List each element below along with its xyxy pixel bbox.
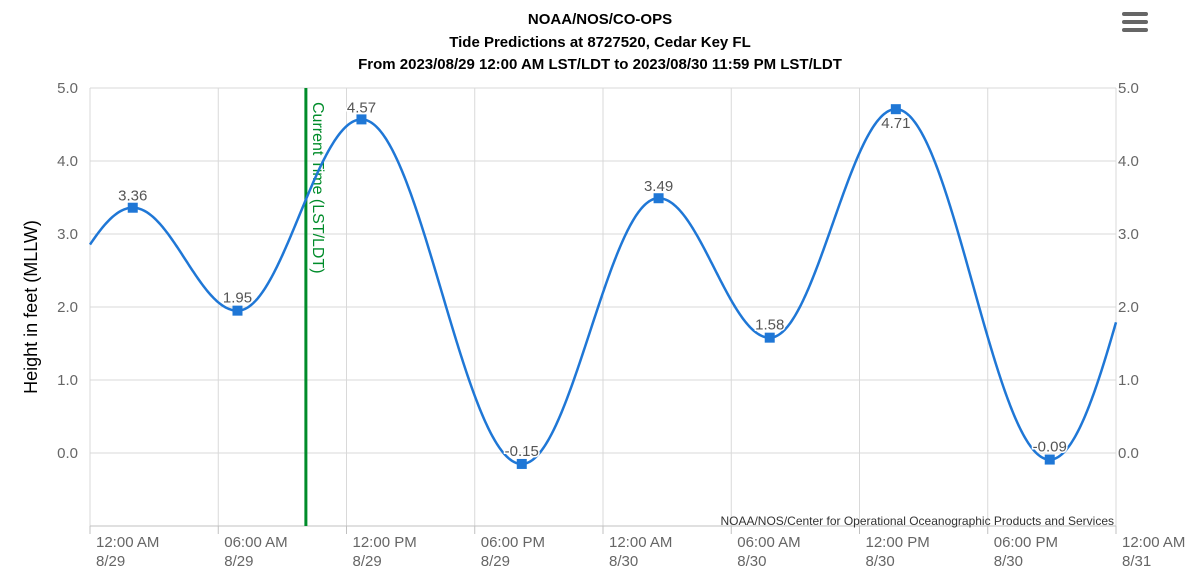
extremum-marker <box>764 332 775 343</box>
y-tick-label-right: 0.0 <box>1118 445 1139 462</box>
extremum-label: 3.49 <box>644 178 673 195</box>
x-tick-time-label: 06:00 PM <box>994 534 1058 551</box>
y-tick-label-right: 1.0 <box>1118 372 1139 389</box>
y-tick-label-right: 5.0 <box>1118 80 1139 97</box>
y-tick-label-left: 1.0 <box>57 372 78 389</box>
x-tick-time-label: 12:00 PM <box>866 534 930 551</box>
extremum-marker <box>1044 454 1055 465</box>
extremum-marker <box>516 458 527 469</box>
extremum-marker <box>232 305 243 316</box>
extremum-label: 3.36 <box>118 188 147 205</box>
x-tick-time-label: 06:00 AM <box>224 534 287 551</box>
credit-text: NOAA/NOS/Center for Operational Oceanogr… <box>720 514 1114 528</box>
extremum-label: 4.71 <box>881 115 910 132</box>
x-tick-time-label: 06:00 PM <box>481 534 545 551</box>
extremum-label: -0.15 <box>505 443 539 460</box>
chart-subtitle: Tide Predictions at 8727520, Cedar Key F… <box>449 34 751 51</box>
extremum-label: 1.95 <box>223 290 252 307</box>
x-tick-date-label: 8/30 <box>737 553 766 570</box>
x-tick-time-label: 12:00 PM <box>353 534 417 551</box>
x-tick-date-label: 8/30 <box>609 553 638 570</box>
y-tick-label-right: 4.0 <box>1118 153 1139 170</box>
x-tick-date-label: 8/29 <box>96 553 125 570</box>
chart-date-range: From 2023/08/29 12:00 AM LST/LDT to 2023… <box>358 56 842 73</box>
x-tick-date-label: 8/30 <box>994 553 1023 570</box>
x-tick-date-label: 8/31 <box>1122 553 1151 570</box>
x-tick-date-label: 8/30 <box>866 553 895 570</box>
extremum-marker <box>890 104 901 115</box>
extremum-marker <box>127 202 138 213</box>
extremum-marker <box>653 193 664 204</box>
y-tick-label-left: 0.0 <box>57 445 78 462</box>
y-tick-label-left: 5.0 <box>57 80 78 97</box>
current-time-label: Current Time (LST/LDT) <box>309 102 326 274</box>
x-tick-date-label: 8/29 <box>224 553 253 570</box>
y-axis-title: Height in feet (MLLW) <box>21 220 41 394</box>
x-tick-date-label: 8/29 <box>481 553 510 570</box>
x-tick-date-label: 8/29 <box>353 553 382 570</box>
y-tick-label-left: 4.0 <box>57 153 78 170</box>
extremum-label: -0.09 <box>1033 439 1067 456</box>
hamburger-menu-icon[interactable] <box>1122 12 1148 34</box>
x-tick-time-label: 12:00 AM <box>1122 534 1185 551</box>
y-tick-label-right: 2.0 <box>1118 299 1139 316</box>
y-tick-label-right: 3.0 <box>1118 226 1139 243</box>
extremum-label: 4.57 <box>347 99 376 116</box>
chart-title: NOAA/NOS/CO-OPS <box>527 11 673 28</box>
y-tick-label-left: 2.0 <box>57 299 78 316</box>
x-tick-time-label: 06:00 AM <box>737 534 800 551</box>
x-tick-time-label: 12:00 AM <box>96 534 159 551</box>
y-tick-label-left: 3.0 <box>57 226 78 243</box>
tide-series-line <box>88 107 1118 466</box>
x-tick-time-label: 12:00 AM <box>609 534 672 551</box>
extremum-label: 1.58 <box>755 317 784 334</box>
extremum-marker <box>356 114 367 125</box>
